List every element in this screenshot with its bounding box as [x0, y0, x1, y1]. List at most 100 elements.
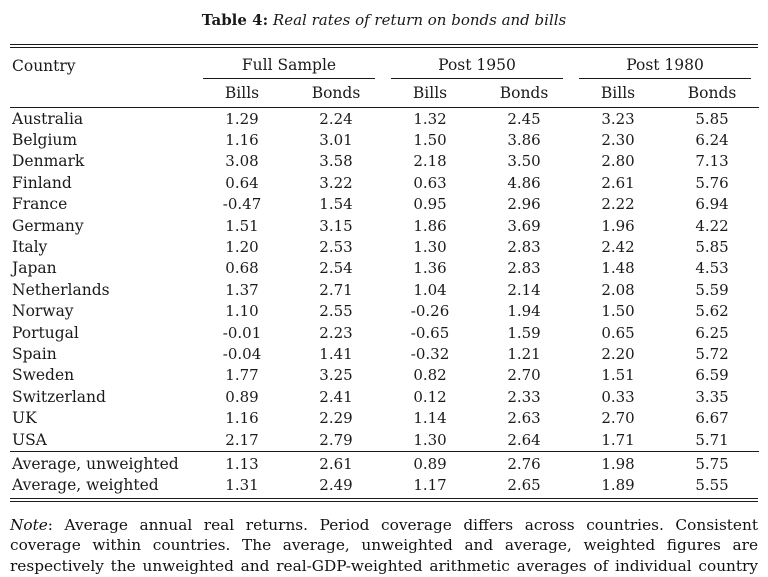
- table-row: Norway 1.10 2.55 -0.26 1.94 1.50 5.62: [10, 301, 759, 322]
- value-cell: 2.55: [319, 302, 353, 321]
- value-cell: 2.61: [319, 454, 353, 473]
- value-cell: 3.08: [225, 152, 259, 171]
- value-cell: 0.95: [413, 195, 447, 214]
- table-caption-text: Real rates of return on bonds and bills: [272, 11, 567, 29]
- country-cell: Norway: [12, 302, 74, 321]
- value-cell: 4.53: [695, 259, 729, 278]
- table-note: Note: Average annual real returns. Perio…: [10, 515, 758, 577]
- value-cell: 5.85: [695, 109, 729, 128]
- country-cell: Netherlands: [12, 280, 110, 299]
- group-header-post-1980: Post 1980: [571, 50, 759, 79]
- value-cell: 3.23: [601, 109, 635, 128]
- value-cell: 1.48: [601, 259, 635, 278]
- value-cell: 7.13: [695, 152, 729, 171]
- table-row: Germany 1.51 3.15 1.86 3.69 1.96 4.22: [10, 215, 759, 236]
- value-cell: 3.58: [319, 152, 353, 171]
- value-cell: 1.17: [413, 475, 447, 494]
- group-underline-rule: [579, 78, 752, 79]
- country-cell: Portugal: [12, 323, 79, 342]
- value-cell: 1.29: [225, 109, 259, 128]
- table-row: Spain -0.04 1.41 -0.32 1.21 2.20 5.72: [10, 343, 759, 364]
- table-row: Australia 1.29 2.24 1.32 2.45 3.23 5.85: [10, 108, 759, 130]
- value-cell: 2.83: [507, 237, 541, 256]
- value-cell: 3.25: [319, 366, 353, 385]
- value-cell: 1.98: [601, 454, 635, 473]
- note-label: Note: [10, 515, 48, 534]
- value-cell: 1.96: [601, 216, 635, 235]
- value-cell: 1.37: [225, 280, 259, 299]
- value-cell: 1.30: [413, 237, 447, 256]
- value-cell: 2.65: [507, 475, 541, 494]
- value-cell: 1.14: [413, 409, 447, 428]
- value-cell: 3.69: [507, 216, 541, 235]
- country-cell: Finland: [12, 173, 72, 192]
- value-cell: 1.32: [413, 109, 447, 128]
- value-cell: 2.54: [319, 259, 353, 278]
- value-cell: 4.86: [507, 173, 541, 192]
- bottom-double-rule: [10, 497, 758, 502]
- value-cell: 2.42: [601, 237, 635, 256]
- value-cell: 0.33: [601, 387, 635, 406]
- value-cell: 5.71: [665, 429, 760, 452]
- value-cell: 2.61: [601, 173, 635, 192]
- value-cell: 2.18: [413, 152, 447, 171]
- value-cell: 1.21: [507, 344, 541, 363]
- table-row: France -0.47 1.54 0.95 2.96 2.22 6.94: [10, 194, 759, 215]
- value-cell: 4.22: [695, 216, 729, 235]
- group-label: Full Sample: [241, 56, 337, 74]
- value-cell: 2.53: [319, 237, 353, 256]
- value-cell: 2.33: [507, 387, 541, 406]
- value-cell: 0.68: [225, 259, 259, 278]
- value-cell: 0.64: [225, 173, 259, 192]
- value-cell: 2.29: [319, 409, 353, 428]
- value-cell: 2.30: [601, 130, 635, 149]
- country-column-header: Country: [10, 50, 195, 108]
- value-cell: 1.36: [413, 259, 447, 278]
- value-cell: 2.41: [319, 387, 353, 406]
- returns-table: Country Full Sample Post 1950 Post 1980 …: [10, 50, 760, 498]
- value-cell: -0.47: [222, 195, 262, 214]
- table-row: Average, unweighted 1.13 2.61 0.89 2.76 1.98 5…: [10, 451, 759, 474]
- value-cell: 1.54: [319, 195, 353, 214]
- value-cell: 1.04: [413, 280, 447, 299]
- value-cell: 5.76: [695, 173, 729, 192]
- table-row: Netherlands 1.37 2.71 1.04 2.14 2.08 5.59: [10, 279, 759, 300]
- value-cell: 2.23: [319, 323, 353, 342]
- table-row: Sweden 1.77 3.25 0.82 2.70 1.51 6.59: [10, 365, 759, 386]
- value-cell: 6.24: [695, 130, 729, 149]
- value-cell: 3.01: [319, 130, 353, 149]
- country-cell: Sweden: [12, 366, 75, 385]
- value-cell: 0.89: [413, 454, 447, 473]
- table-row: Denmark 3.08 3.58 2.18 3.50 2.80 7.13: [10, 151, 759, 172]
- value-cell: 1.86: [413, 216, 447, 235]
- value-cell: 3.86: [507, 130, 541, 149]
- value-cell: 0.65: [601, 323, 635, 342]
- value-cell: 1.50: [601, 302, 635, 321]
- column-header-bonds: Bonds: [289, 79, 384, 108]
- value-cell: 3.50: [507, 152, 541, 171]
- value-cell: 1.20: [225, 237, 259, 256]
- value-cell: 1.89: [601, 475, 635, 494]
- table-header: Country Full Sample Post 1950 Post 1980 …: [10, 50, 760, 108]
- country-cell: Average, unweighted: [12, 454, 179, 473]
- value-cell: 2.14: [507, 280, 541, 299]
- country-cell: Spain: [12, 344, 57, 363]
- table-row: Portugal -0.01 2.23 -0.65 1.59 0.65 6.25: [10, 322, 759, 343]
- table-row: Finland 0.64 3.22 0.63 4.86 2.61 5.76: [10, 172, 759, 193]
- value-cell: 2.79: [289, 429, 384, 452]
- value-cell: 1.71: [571, 429, 666, 452]
- value-cell: 0.12: [413, 387, 447, 406]
- column-header-bills: Bills: [383, 79, 478, 108]
- value-cell: 2.83: [507, 259, 541, 278]
- value-cell: 2.17: [195, 429, 289, 452]
- value-cell: 5.75: [695, 454, 729, 473]
- country-cell: UK: [12, 409, 37, 428]
- value-cell: 1.77: [225, 366, 259, 385]
- value-cell: 6.67: [695, 409, 729, 428]
- country-cell: France: [12, 195, 68, 214]
- note-text: : Average annual real returns. Period co…: [10, 515, 758, 575]
- value-cell: 2.80: [601, 152, 635, 171]
- value-cell: 1.16: [225, 130, 259, 149]
- value-cell: 5.62: [695, 302, 729, 321]
